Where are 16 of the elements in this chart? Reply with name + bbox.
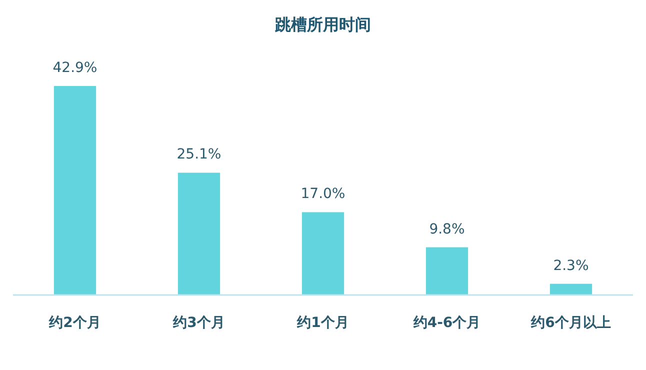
bar <box>54 86 96 295</box>
bar <box>302 212 344 295</box>
bar <box>426 247 468 295</box>
data-label: 2.3% <box>553 258 589 274</box>
x-tick-label: 约4-6个月 <box>412 315 481 331</box>
x-tick-label: 约3个月 <box>172 315 225 331</box>
data-label: 25.1% <box>176 146 222 163</box>
x-tick-label: 约2个月 <box>48 315 101 331</box>
x-tick-label: 约1个月 <box>296 315 349 331</box>
data-label: 9.8% <box>429 221 465 238</box>
x-tick-label: 约6个月以上 <box>530 315 611 331</box>
chart-title: 跳槽所用时间 <box>274 15 371 34</box>
data-label: 17.0% <box>300 186 346 202</box>
bar <box>178 172 220 295</box>
bar <box>550 284 592 295</box>
data-label: 42.9% <box>52 60 98 76</box>
